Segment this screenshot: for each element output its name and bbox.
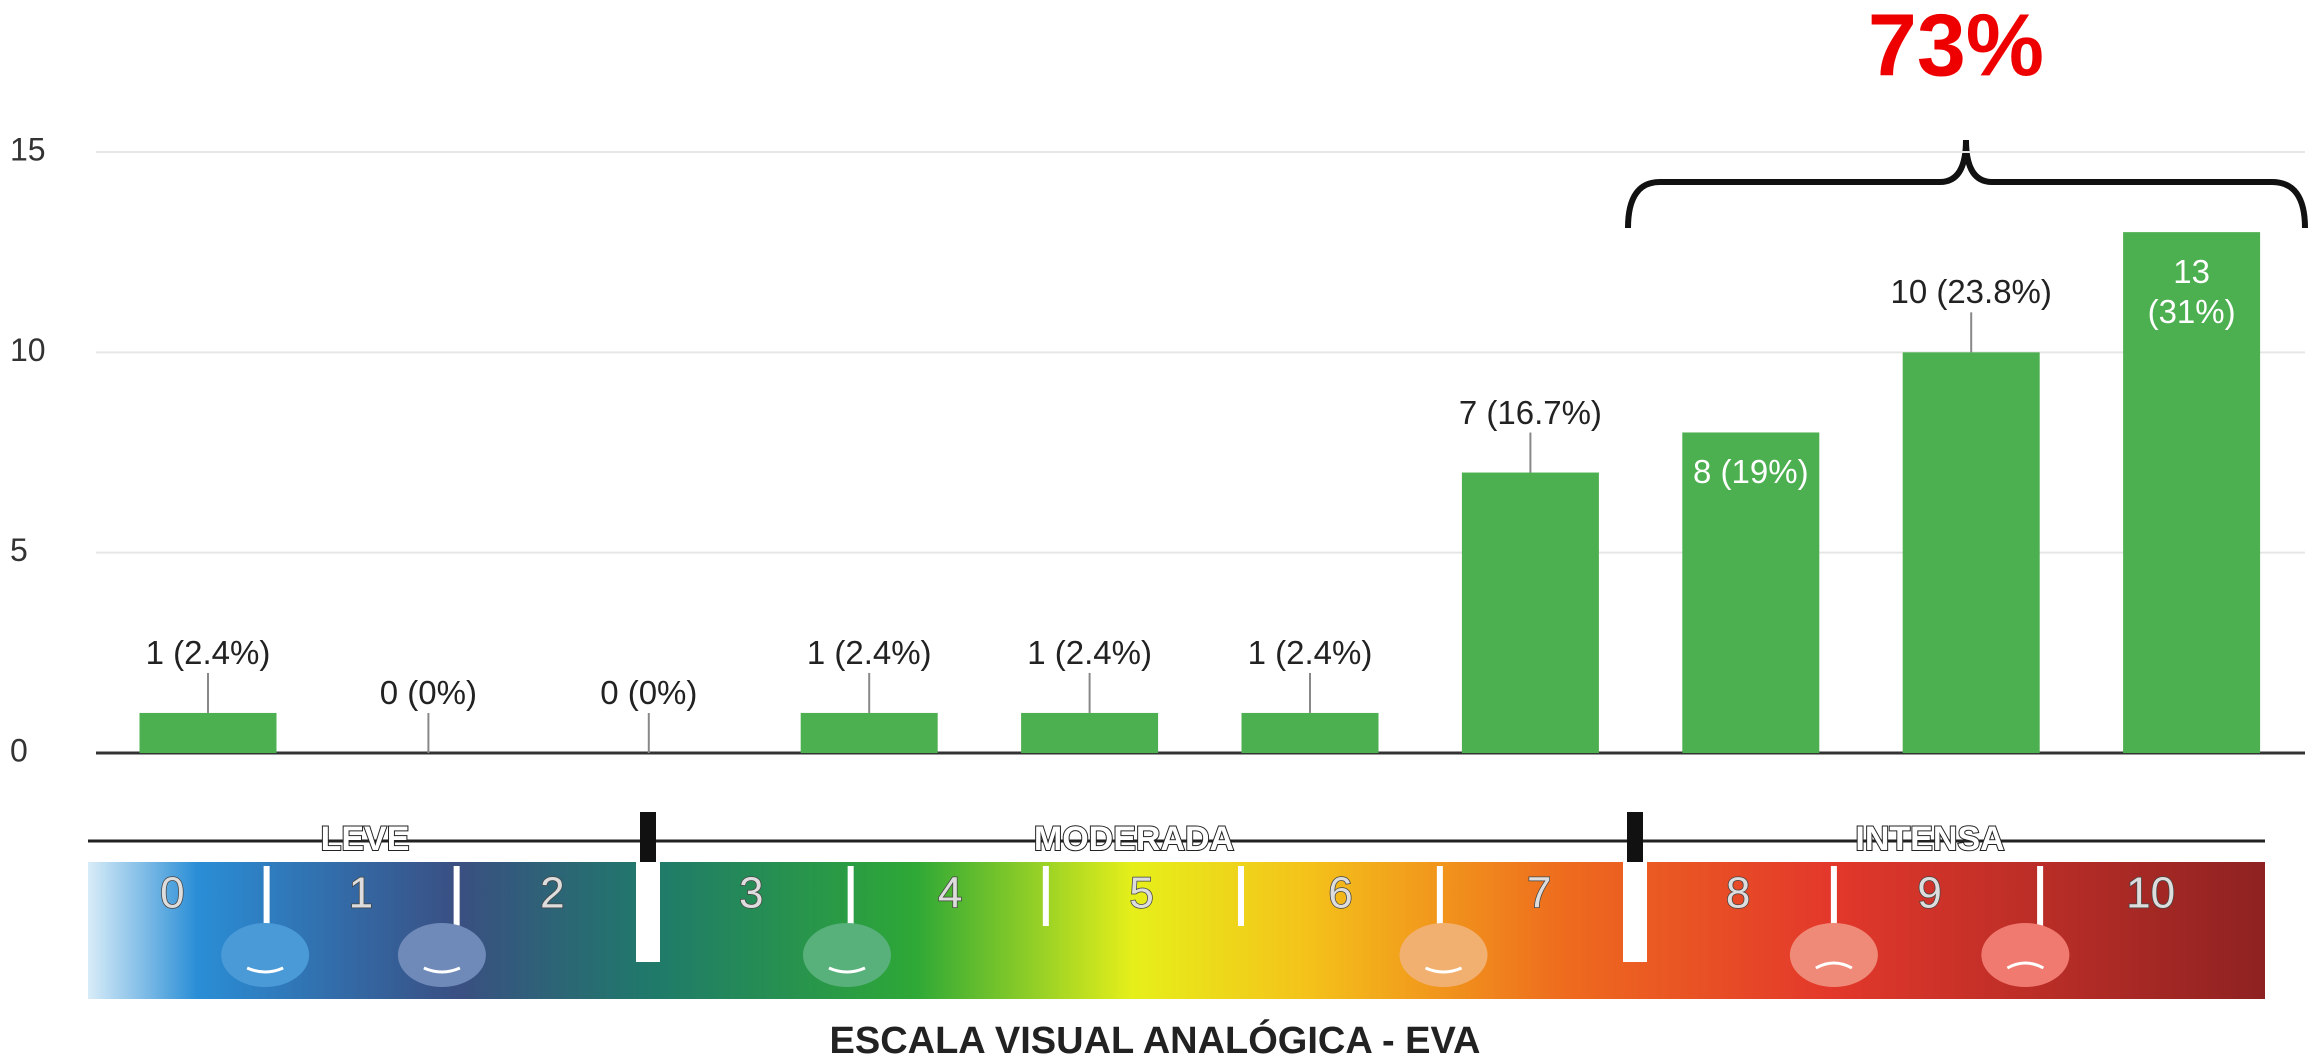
eva-number: 2 [540,869,564,918]
value-label: 13 (31%) [2147,253,2236,330]
eva-marker [1627,812,1643,862]
eva-divider [636,862,660,962]
eva-divider [1623,862,1647,962]
brace [1625,139,2308,229]
face-mouth [1424,966,1463,974]
face-mouth [1815,961,1853,970]
eva-number: 10 [2126,869,2175,918]
eva-tick [847,866,854,926]
bar [1902,352,2040,753]
value-label: 8 (19%) [1693,453,1809,491]
bar [800,712,938,753]
eva-number: 8 [1726,869,1750,918]
eva-number: 0 [160,869,184,918]
y-tick-label: 5 [10,532,28,568]
bar [1021,712,1159,753]
bar [139,712,277,753]
eva-number: 4 [938,869,962,918]
eva-marker [640,812,656,862]
face-mouth [246,966,284,974]
y-tick-label: 10 [10,332,46,368]
eva-level: INTENSA [1855,820,2004,858]
eva-level: LEVE [321,820,410,858]
value-label: 1 (2.4%) [1247,633,1373,671]
face-mouth [423,966,461,974]
face [1399,923,1488,987]
bar [1461,472,1599,753]
face [397,923,486,987]
face [221,923,310,987]
value-label: 1 (2.4%) [145,633,271,671]
value-label: 1 (2.4%) [1027,633,1152,671]
eva-number: 9 [1917,869,1941,918]
y-tick-label: 15 [10,131,46,167]
annotation: 73% [1868,0,2044,94]
eva-tick [1042,866,1049,926]
eva-level: MODERADA [1034,820,1234,858]
bar [1682,432,1820,753]
bar [2123,232,2261,754]
face-mouth [828,966,866,974]
face [1789,923,1878,987]
value-label: 10 (23.8%) [1890,273,2052,311]
bar [1241,712,1379,753]
value-label: 1 (2.4%) [806,633,932,671]
eva-tick [2037,866,2044,926]
eva-tick [1238,866,1245,926]
face [1981,923,2070,987]
eva-number: 6 [1328,869,1352,918]
face [802,923,891,987]
eva-number: 3 [739,869,763,918]
eva-tick [263,866,270,926]
face-mouth [2006,961,2045,970]
eva-number: 7 [1527,869,1551,918]
value-label: 0 (0%) [379,674,477,711]
eva-number: 1 [349,869,373,918]
y-tick-label: 0 [10,732,28,768]
eva-tick [453,866,460,926]
eva-tick [1436,866,1443,926]
eva-tick [1830,866,1837,926]
value-label: 7 (16.7%) [1458,393,1602,431]
eva-number: 5 [1129,869,1153,918]
value-label: 0 (0%) [600,674,698,711]
eva-title: ESCALA VISUAL ANALÓGICA - EVA [830,1018,1481,1058]
